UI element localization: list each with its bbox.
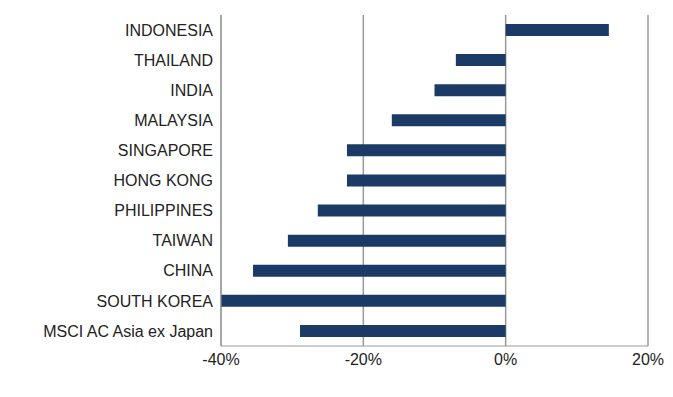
svg-text:-40%: -40% [202, 351, 239, 368]
svg-text:MSCI AC Asia ex Japan: MSCI AC Asia ex Japan [43, 323, 213, 340]
svg-text:SINGAPORE: SINGAPORE [118, 142, 213, 159]
svg-text:SOUTH KOREA: SOUTH KOREA [97, 293, 214, 310]
svg-text:CHINA: CHINA [163, 262, 213, 279]
svg-text:INDIA: INDIA [170, 82, 213, 99]
svg-text:-20%: -20% [345, 351, 382, 368]
svg-text:PHILIPPINES: PHILIPPINES [114, 202, 213, 219]
svg-text:0%: 0% [494, 351, 517, 368]
svg-text:THAILAND: THAILAND [134, 52, 213, 69]
svg-text:20%: 20% [632, 351, 664, 368]
svg-text:MALAYSIA: MALAYSIA [134, 112, 213, 129]
svg-text:HONG KONG: HONG KONG [113, 172, 213, 189]
svg-text:TAIWAN: TAIWAN [153, 232, 213, 249]
svg-text:INDONESIA: INDONESIA [125, 22, 213, 39]
